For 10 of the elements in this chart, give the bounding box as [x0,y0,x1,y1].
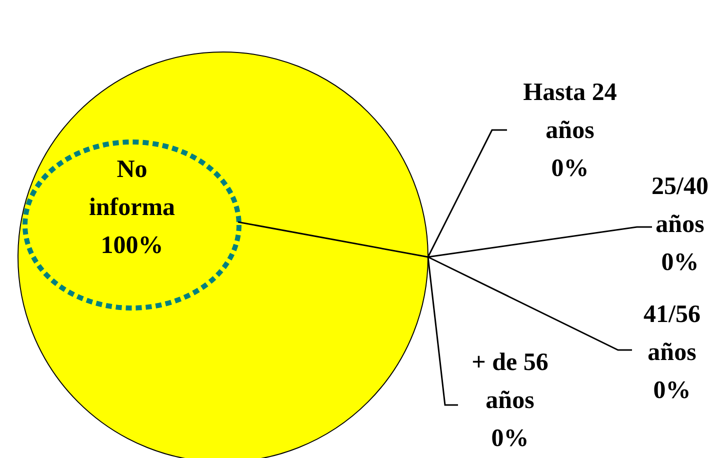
category-label: 41/56 años [644,301,700,366]
slice-label: No informa [88,156,176,221]
category-label: Hasta 24 años [523,79,617,144]
text: 0% [653,377,691,404]
text: 0% [551,155,589,182]
category-label: + de 56 años [472,349,548,414]
text: 0% [491,425,529,452]
data-label: 100% [100,232,164,259]
text: 0% [661,249,699,276]
category-label: 25/40 años [652,173,708,238]
